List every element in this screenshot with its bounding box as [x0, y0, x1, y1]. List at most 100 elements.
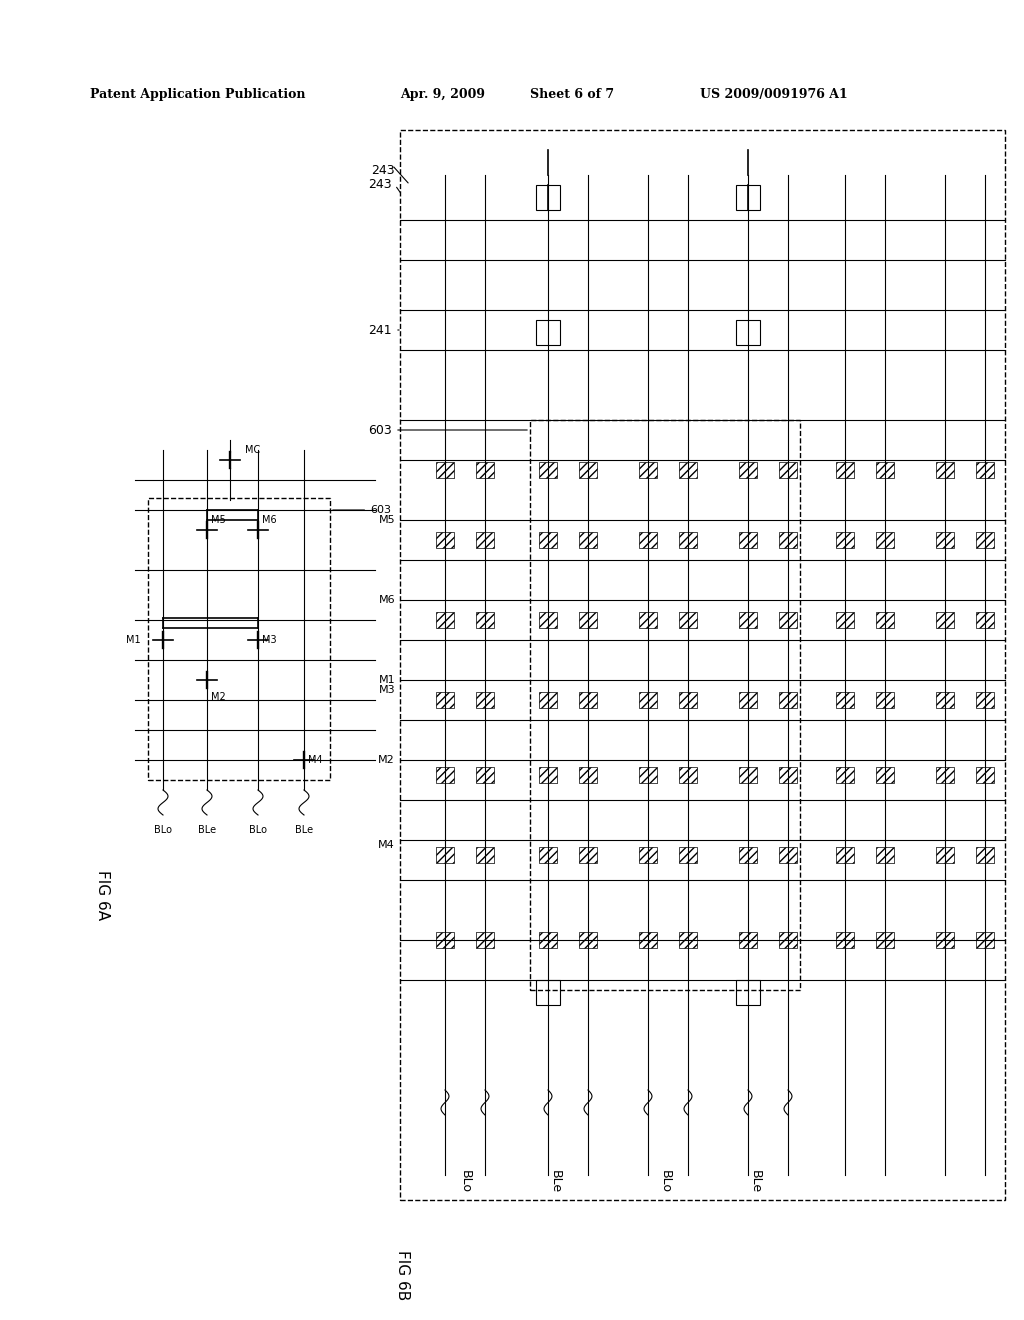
Text: Apr. 9, 2009: Apr. 9, 2009	[400, 88, 485, 102]
Bar	[739, 932, 757, 948]
Bar	[639, 932, 657, 948]
Bar	[679, 612, 697, 628]
Text: M5: M5	[211, 515, 225, 525]
Text: M1: M1	[379, 675, 395, 685]
Text: Patent Application Publication: Patent Application Publication	[90, 88, 305, 102]
Bar	[536, 319, 560, 345]
Bar	[736, 979, 760, 1005]
Bar	[539, 932, 557, 948]
Bar	[539, 532, 557, 548]
Bar	[876, 767, 894, 783]
Bar	[836, 767, 854, 783]
Text: 603: 603	[333, 506, 391, 515]
Text: FIG 6A: FIG 6A	[95, 870, 110, 920]
Text: BLo: BLo	[658, 1170, 672, 1193]
Text: M2: M2	[211, 692, 225, 702]
Text: Sheet 6 of 7: Sheet 6 of 7	[530, 88, 614, 102]
Bar	[976, 612, 994, 628]
Bar	[639, 847, 657, 863]
Bar	[436, 532, 454, 548]
Bar	[739, 847, 757, 863]
Bar	[639, 767, 657, 783]
Bar	[779, 932, 797, 948]
Bar	[876, 932, 894, 948]
Bar	[779, 847, 797, 863]
Bar	[579, 692, 597, 708]
Text: MC: MC	[245, 445, 260, 455]
Bar	[739, 612, 757, 628]
Bar	[539, 612, 557, 628]
Bar	[836, 462, 854, 478]
Text: FIG 6B: FIG 6B	[395, 1250, 410, 1300]
Bar	[579, 932, 597, 948]
Bar	[736, 319, 760, 345]
Bar	[476, 692, 494, 708]
Bar	[436, 932, 454, 948]
Bar	[976, 932, 994, 948]
Bar	[779, 767, 797, 783]
Bar	[936, 847, 954, 863]
Text: M4: M4	[378, 840, 395, 850]
Bar	[876, 612, 894, 628]
Bar	[539, 767, 557, 783]
Bar	[976, 462, 994, 478]
Bar	[779, 612, 797, 628]
Text: US 2009/0091976 A1: US 2009/0091976 A1	[700, 88, 848, 102]
Text: 603: 603	[369, 424, 392, 437]
Bar	[739, 767, 757, 783]
Bar	[936, 612, 954, 628]
Bar	[679, 692, 697, 708]
Bar	[976, 692, 994, 708]
Bar	[579, 612, 597, 628]
Text: BLo: BLo	[459, 1170, 471, 1193]
Text: BLe: BLe	[749, 1170, 762, 1193]
Bar	[436, 767, 454, 783]
Text: M3: M3	[262, 635, 276, 645]
Bar	[679, 932, 697, 948]
Bar	[476, 532, 494, 548]
Bar	[476, 462, 494, 478]
Text: M5: M5	[379, 515, 395, 525]
Bar	[936, 692, 954, 708]
Text: BLe: BLe	[549, 1170, 561, 1193]
Bar	[539, 462, 557, 478]
Bar	[936, 932, 954, 948]
Bar	[736, 185, 760, 210]
Text: M3: M3	[379, 685, 395, 696]
Bar	[536, 185, 560, 210]
Text: 243: 243	[372, 164, 395, 177]
Bar	[739, 462, 757, 478]
Bar	[679, 847, 697, 863]
Bar	[876, 847, 894, 863]
Text: M6: M6	[379, 595, 395, 605]
Bar	[976, 847, 994, 863]
Bar	[679, 532, 697, 548]
Bar	[436, 612, 454, 628]
Bar	[679, 767, 697, 783]
Text: BLo: BLo	[154, 825, 172, 836]
Bar	[639, 462, 657, 478]
Bar	[579, 767, 597, 783]
Bar	[976, 767, 994, 783]
Bar	[639, 692, 657, 708]
Bar	[476, 767, 494, 783]
Bar	[579, 847, 597, 863]
Bar	[436, 462, 454, 478]
Text: M4: M4	[308, 755, 323, 766]
Bar	[476, 932, 494, 948]
Bar	[836, 932, 854, 948]
Bar	[779, 532, 797, 548]
Bar	[639, 612, 657, 628]
Bar	[936, 532, 954, 548]
Bar	[476, 847, 494, 863]
Text: BLo: BLo	[249, 825, 267, 836]
Text: M6: M6	[262, 515, 276, 525]
Bar	[876, 462, 894, 478]
Bar	[679, 462, 697, 478]
Bar	[579, 532, 597, 548]
Bar	[836, 532, 854, 548]
Bar	[876, 532, 894, 548]
Text: 243: 243	[369, 178, 392, 191]
Bar	[539, 847, 557, 863]
Bar	[536, 979, 560, 1005]
